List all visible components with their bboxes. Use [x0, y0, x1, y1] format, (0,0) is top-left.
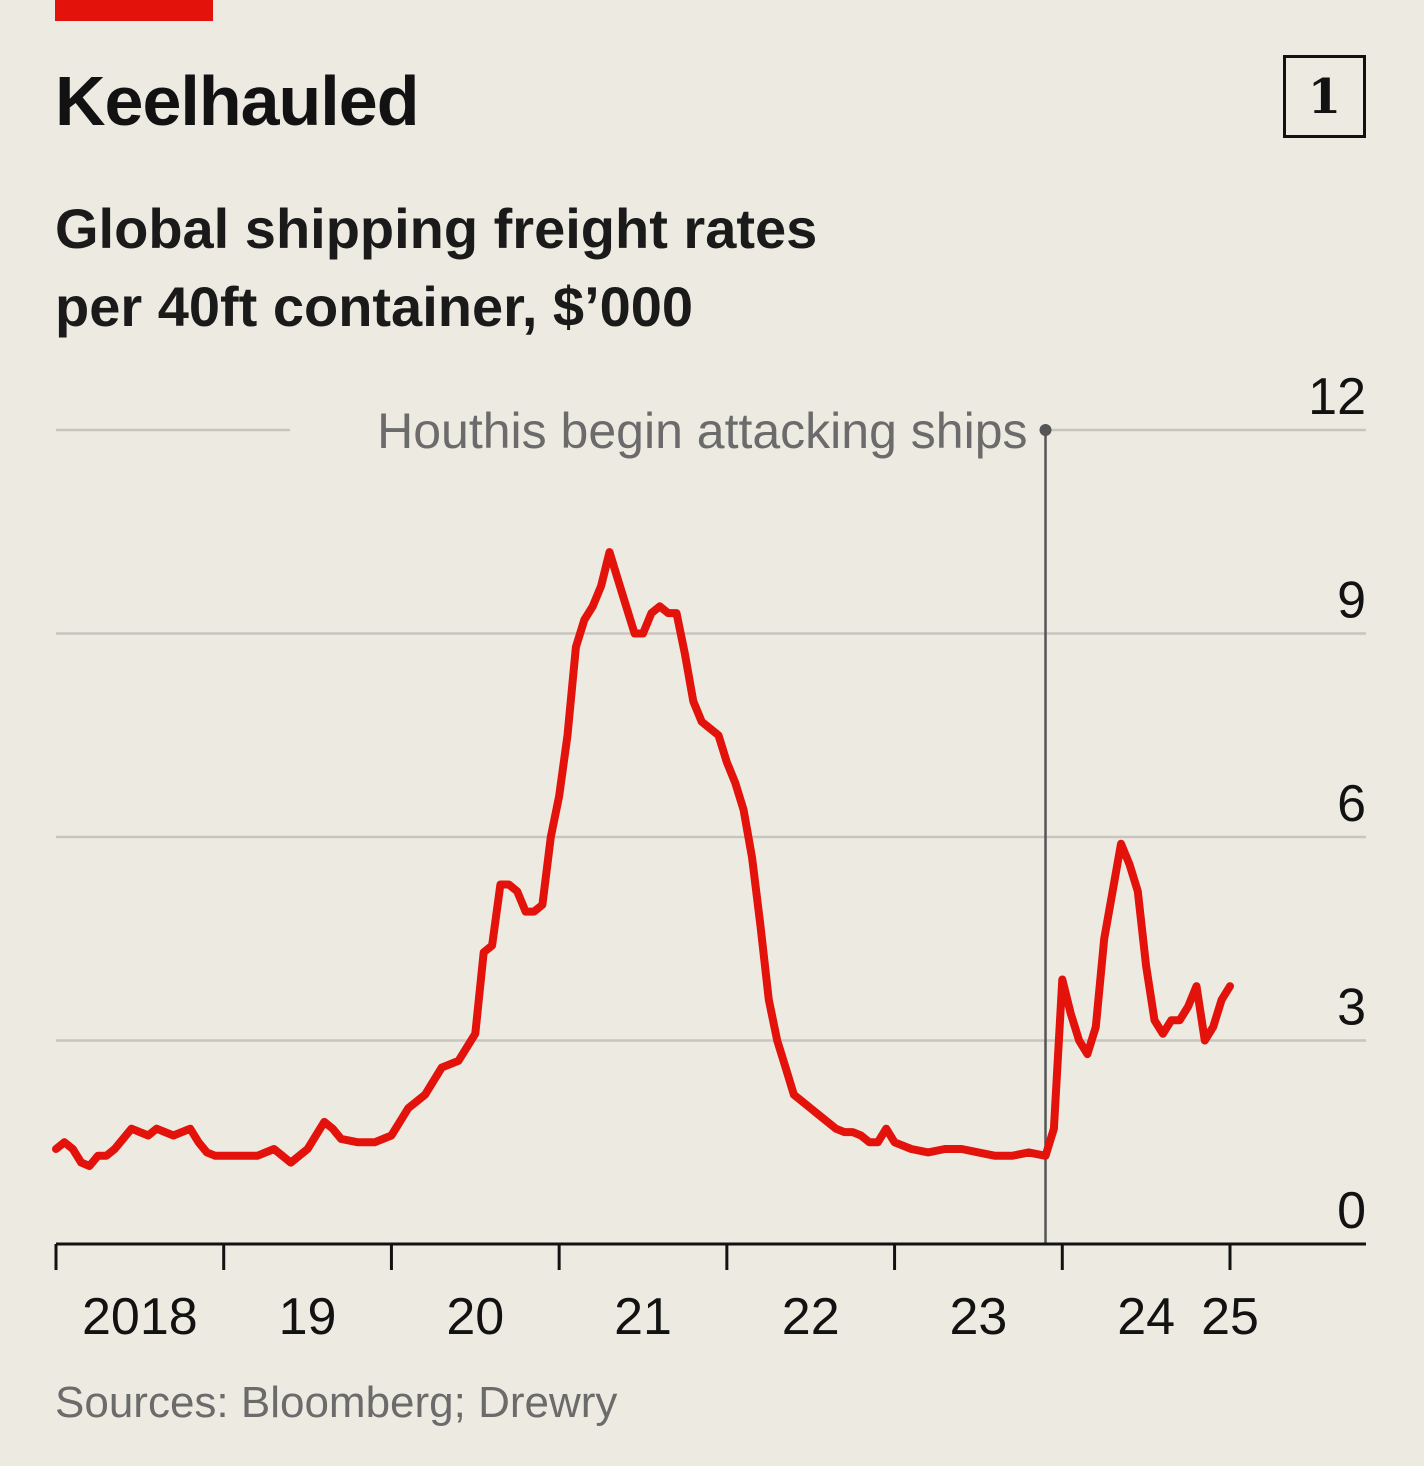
x-tick-label: 21 [614, 1288, 672, 1346]
x-tick-label: 22 [782, 1288, 840, 1346]
annotation-label: Houthis begin attacking ships [377, 403, 1027, 459]
x-tick-label: 2018 [82, 1288, 198, 1346]
x-tick-label: 23 [950, 1288, 1008, 1346]
annotation-label-background [290, 400, 1040, 460]
x-tick-label: 19 [279, 1288, 337, 1346]
annotation-dot [1039, 424, 1052, 436]
x-axis-labels: 2018 19 20 21 22 23 24 25 [82, 1288, 1259, 1346]
brand-red-tag [55, 0, 213, 21]
x-tick-label: 24 [1117, 1288, 1175, 1346]
annotation-group: Houthis begin attacking ships [290, 400, 1052, 1244]
y-tick-label: 6 [1337, 775, 1366, 833]
x-tick-label: 25 [1201, 1288, 1259, 1346]
source-note: Sources: Bloomberg; Drewry [55, 1378, 618, 1427]
chart-title: Keelhauled [55, 62, 419, 140]
series-line-0 [52, 548, 1234, 1170]
subtitle-line-2: per 40ft container, $’000 [55, 275, 694, 338]
chart-number-badge: 1 [1283, 55, 1366, 138]
y-tick-label: 0 [1337, 1182, 1366, 1240]
chart-subtitle: Global shipping freight rates per 40ft c… [55, 190, 817, 346]
y-tick-label: 12 [1308, 368, 1366, 426]
series-group [52, 548, 1234, 1170]
y-tick-label: 9 [1337, 572, 1366, 630]
gridlines [56, 428, 1366, 1042]
x-tick-label: 20 [446, 1288, 504, 1346]
subtitle-line-1: Global shipping freight rates [55, 197, 818, 260]
y-axis-labels: 0 3 6 9 12 [1308, 368, 1366, 1240]
x-axis [54, 1242, 1366, 1270]
y-tick-label: 3 [1337, 979, 1366, 1037]
